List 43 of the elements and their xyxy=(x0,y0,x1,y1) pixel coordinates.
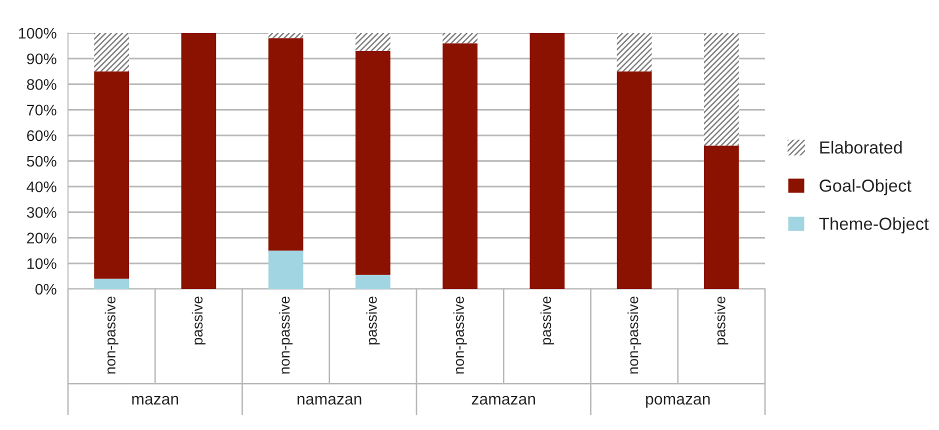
y-tick-label: 90% xyxy=(27,53,56,64)
text: namazan xyxy=(298,396,362,405)
text: zamazan xyxy=(472,396,535,405)
y-tick-label: 40% xyxy=(26,181,56,192)
text: pomazan xyxy=(646,396,710,408)
y-tick-label: 60% xyxy=(27,130,56,142)
bar xyxy=(181,33,216,289)
y-tick-label: 70% xyxy=(27,104,56,116)
x-tick-label: passive xyxy=(366,296,380,344)
x-tick-label: non-passive xyxy=(279,296,293,374)
bar xyxy=(442,33,478,44)
y-tick-label: 20% xyxy=(27,232,56,244)
x-tick-label: passive xyxy=(540,296,554,344)
x-tick-label: non-passive xyxy=(628,296,642,374)
bar xyxy=(356,274,390,289)
x-tick-label: non-passive xyxy=(453,296,467,374)
bar xyxy=(94,71,129,279)
bar xyxy=(530,33,565,289)
y-tick-label: 80% xyxy=(26,79,56,90)
bar xyxy=(356,33,390,51)
legend-label: Theme-Object xyxy=(819,217,929,234)
bar xyxy=(704,33,739,146)
y-tick-label: 100% xyxy=(18,28,56,39)
y-tick-label: 50% xyxy=(26,156,56,167)
bar xyxy=(442,43,478,289)
bar xyxy=(616,71,652,289)
bar xyxy=(616,33,652,72)
bar xyxy=(356,50,390,275)
bar xyxy=(94,33,129,72)
x-tick-label: passive xyxy=(192,296,206,344)
bar xyxy=(268,38,304,251)
bar xyxy=(704,146,739,289)
x-tick-label: passive xyxy=(714,296,728,344)
bar xyxy=(268,33,304,38)
legend-label: Elaborated xyxy=(820,140,902,154)
y-tick-label: 0% xyxy=(35,284,56,295)
bar xyxy=(94,278,129,289)
legend-label: Goal-Object xyxy=(820,179,912,196)
bar xyxy=(268,250,304,289)
y-tick-label: 10% xyxy=(27,258,56,270)
x-tick-label: non-passive xyxy=(104,296,118,374)
y-tick-label: 30% xyxy=(26,207,56,218)
text: mazan xyxy=(132,396,178,405)
